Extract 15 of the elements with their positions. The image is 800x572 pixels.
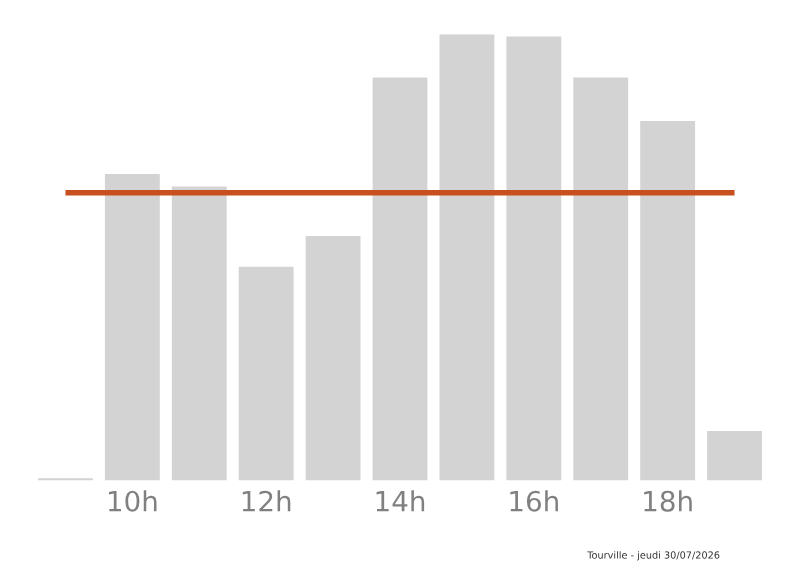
bar [640,120,696,481]
bar [707,430,762,481]
bar [573,77,629,481]
bar [104,173,160,481]
bar [372,77,428,481]
bar [439,34,495,481]
x-tick-label: 16h [510,490,558,512]
bar [171,186,227,481]
x-tick-label: 18h [644,490,692,512]
bar [238,266,294,481]
x-tick-label: 12h [242,490,291,512]
x-tick-label: 14h [376,490,425,512]
bar [506,36,562,481]
bar [305,235,361,481]
x-tick-label: 10h [108,490,157,512]
